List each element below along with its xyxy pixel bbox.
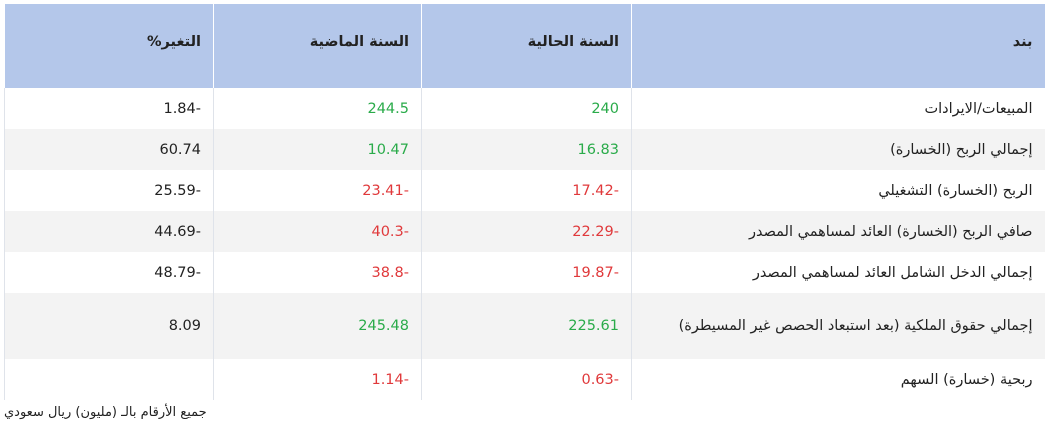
value-cell: 10.47 [213, 129, 422, 170]
table-row: إجمالي الربح (الخسارة) 16.83 10.47 60.74 [4, 129, 1045, 170]
header-cell: السنة الحالية [421, 4, 632, 88]
item-cell: الربح (الخسارة) التشغيلي [631, 170, 1045, 211]
item-cell: إجمالي حقوق الملكية (بعد استبعاد الحصص غ… [631, 293, 1045, 359]
table-row: إجمالي الدخل الشامل العائد لمساهمي المصد… [4, 252, 1045, 293]
results-table: بند السنة الحالية السنة الماضية التغير% الم… [4, 4, 1045, 400]
value-cell: 245.48 [213, 293, 422, 359]
item-cell: ربحية (خسارة) السهم [631, 359, 1045, 400]
value-cell: -17.42 [421, 170, 632, 211]
value-cell: -1.84 [4, 88, 214, 129]
header-row: بند السنة الحالية السنة الماضية التغير% [4, 4, 1045, 88]
value-cell: -40.3 [213, 211, 422, 252]
value-cell: 60.74 [4, 129, 214, 170]
header-cell: السنة الماضية [213, 4, 422, 88]
table-body: المبيعات/الايرادات 240 244.5 -1.84 إجمالي ال… [4, 88, 1045, 400]
empty-cell [4, 359, 214, 400]
value-cell: 16.83 [421, 129, 632, 170]
value-cell: 240 [421, 88, 632, 129]
value-cell: -22.29 [421, 211, 632, 252]
value-cell: 244.5 [213, 88, 422, 129]
header-cell: التغير% [4, 4, 214, 88]
footnote: جميع الأرقام بالـ (مليون) ريال سعودي [4, 405, 207, 420]
item-cell: صافي الربح (الخسارة) العائد لمساهمي المص… [631, 211, 1045, 252]
value-cell: 8.09 [4, 293, 214, 359]
value-cell: -25.59 [4, 170, 214, 211]
value-cell: -1.14 [213, 359, 422, 400]
value-cell: -38.8 [213, 252, 422, 293]
value-cell: -0.63 [421, 359, 632, 400]
item-cell: إجمالي الدخل الشامل العائد لمساهمي المصد… [631, 252, 1045, 293]
value-cell: -48.79 [4, 252, 214, 293]
table-row: ربحية (خسارة) السهم -0.63 -1.14 [4, 359, 1045, 400]
value-cell: -44.69 [4, 211, 214, 252]
table-row: صافي الربح (الخسارة) العائد لمساهمي المص… [4, 211, 1045, 252]
value-cell: 225.61 [421, 293, 632, 359]
header-cell: بند [631, 4, 1045, 88]
table-row: الربح (الخسارة) التشغيلي -17.42 -23.41 -25.… [4, 170, 1045, 211]
table-row: إجمالي حقوق الملكية (بعد استبعاد الحصص غ… [4, 293, 1045, 359]
item-cell: إجمالي الربح (الخسارة) [631, 129, 1045, 170]
table-row: المبيعات/الايرادات 240 244.5 -1.84 [4, 88, 1045, 129]
value-cell: -19.87 [421, 252, 632, 293]
value-cell: -23.41 [213, 170, 422, 211]
item-cell: المبيعات/الايرادات [631, 88, 1045, 129]
